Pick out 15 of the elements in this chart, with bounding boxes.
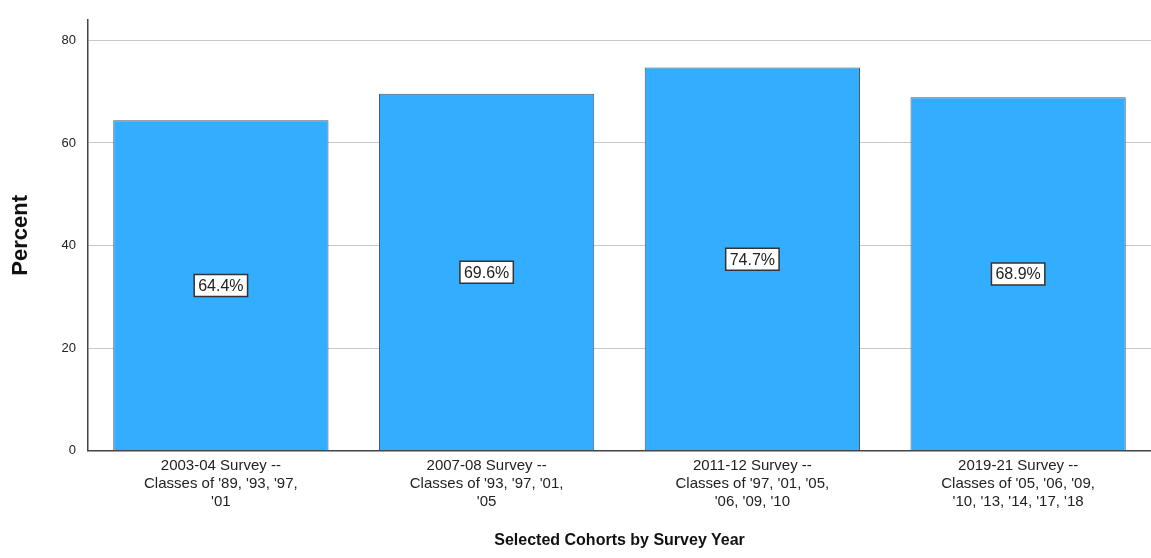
x-axis-title: Selected Cohorts by Survey Year (494, 530, 745, 548)
x-tick-label: 2007-08 Survey -- Classes of '93, '97, '01, '05 (409, 455, 564, 509)
x-tick-label: 2003-04 Survey -- Classes of '89, '93, '97, '01 (144, 455, 298, 509)
y-tick-label: 20 (61, 339, 76, 355)
data-label: 68.9% (995, 265, 1041, 283)
y-tick-label: 80 (61, 31, 76, 47)
data-label: 64.4% (198, 276, 244, 294)
y-tick-label: 60 (61, 134, 76, 150)
x-tick-label: 2019-21 Survey -- Classes of '05, '06, '09, '10, '13, '14, '17, '18 (941, 455, 1095, 509)
y-axis-title: Percent (7, 194, 33, 276)
data-label: 69.6% (463, 263, 510, 281)
data-label: 74.7% (729, 250, 776, 268)
y-tick-label: 0 (68, 442, 76, 458)
x-tick-label: 2011-12 Survey -- Classes of '97, '01, '05, '06, '09, '10 (675, 455, 830, 509)
y-tick-label: 40 (61, 237, 76, 253)
